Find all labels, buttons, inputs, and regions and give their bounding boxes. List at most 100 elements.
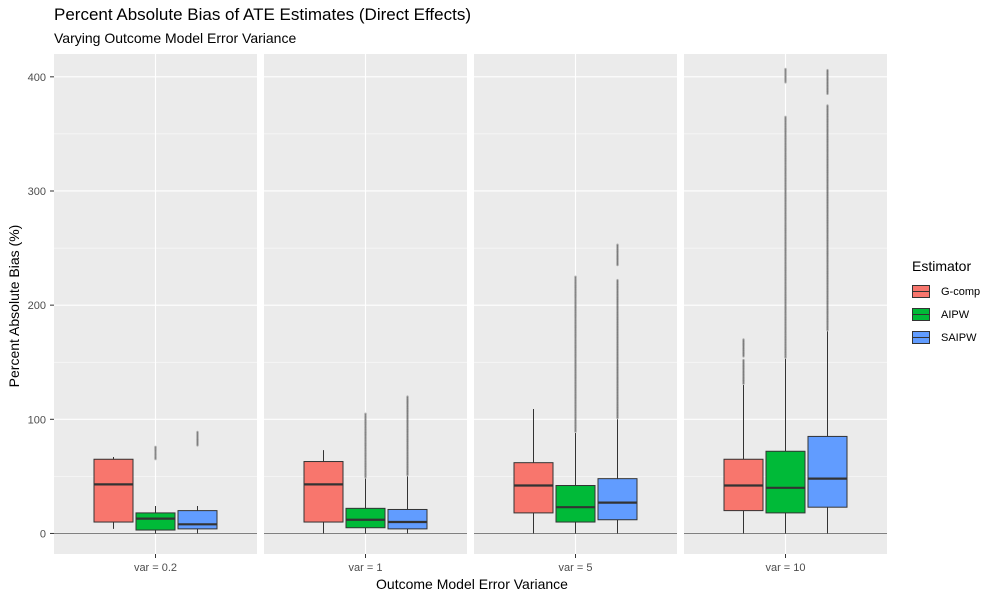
outlier-point-saipw — [616, 282, 619, 285]
outlier-point-aipw — [784, 176, 787, 179]
outlier-point-aipw — [574, 278, 577, 281]
outlier-point-saipw — [826, 178, 829, 181]
outlier-point-aipw — [784, 200, 787, 203]
outlier-point-saipw — [616, 336, 619, 339]
outlier-point-aipw — [784, 187, 787, 190]
outlier-point-saipw — [826, 271, 829, 274]
outlier-point-aipw — [784, 228, 787, 231]
outlier-point-saipw — [826, 232, 829, 236]
outlier-point-aipw — [364, 446, 367, 450]
outlier-point-saipw — [616, 379, 619, 383]
outlier-point-aipw — [574, 348, 577, 352]
outlier-point-aipw — [364, 431, 367, 434]
outlier-point-aipw — [364, 417, 367, 420]
outlier-point-saipw — [826, 290, 829, 293]
outlier-point-saipw — [616, 357, 619, 360]
outlier-point-aipw — [364, 453, 367, 456]
outlier-point-aipw — [784, 239, 787, 242]
outlier-point-saipw — [406, 414, 409, 417]
outlier-point-g-comp — [742, 369, 745, 372]
outlier-point-aipw — [574, 355, 577, 358]
outlier-point-aipw — [154, 454, 157, 457]
outlier-point-aipw — [784, 133, 787, 136]
outlier-point-aipw — [364, 443, 367, 447]
outlier-point-saipw — [826, 244, 829, 247]
outlier-point-saipw — [616, 338, 619, 342]
outlier-point-saipw — [616, 359, 619, 363]
outlier-point-saipw — [826, 187, 829, 190]
outlier-point-saipw — [826, 213, 829, 217]
outlier-point-saipw — [826, 296, 829, 299]
outlier-point-aipw — [364, 430, 367, 433]
outlier-point-saipw — [826, 289, 829, 292]
facet-label: var = 0.2 — [134, 562, 177, 574]
outlier-point-saipw — [826, 247, 829, 250]
outlier-point-saipw — [616, 250, 619, 253]
outlier-point-saipw — [826, 282, 829, 285]
outlier-point-saipw — [616, 374, 619, 377]
outlier-point-saipw — [616, 298, 619, 302]
outlier-point-saipw — [616, 333, 619, 336]
outlier-point-saipw — [406, 404, 409, 408]
outlier-point-aipw — [784, 116, 787, 119]
outlier-point-aipw — [574, 424, 577, 427]
outlier-point-aipw — [784, 162, 787, 165]
outlier-point-saipw — [196, 434, 199, 437]
outlier-point-aipw — [784, 287, 787, 290]
outlier-point-saipw — [826, 78, 829, 81]
outlier-point-aipw — [364, 420, 367, 423]
outlier-point-saipw — [616, 294, 619, 297]
outlier-point-aipw — [154, 457, 157, 460]
legend-item-saipw: SAIPW — [912, 326, 980, 349]
outlier-point-saipw — [616, 312, 619, 315]
outlier-point-saipw — [826, 237, 829, 240]
outlier-point-saipw — [406, 446, 409, 449]
outlier-point-aipw — [784, 67, 787, 70]
outlier-point-aipw — [574, 386, 577, 390]
outlier-point-g-comp — [742, 365, 745, 368]
outlier-point-saipw — [826, 304, 829, 307]
outlier-point-aipw — [574, 315, 577, 318]
outlier-point-aipw — [574, 276, 577, 279]
outlier-point-saipw — [406, 457, 409, 461]
outlier-point-saipw — [826, 262, 829, 265]
outlier-point-aipw — [784, 343, 787, 346]
outlier-point-saipw — [616, 377, 619, 380]
outlier-point-aipw — [784, 215, 787, 218]
outlier-point-saipw — [826, 107, 829, 110]
outlier-point-saipw — [196, 436, 199, 439]
outlier-point-aipw — [784, 312, 787, 315]
outlier-point-g-comp — [742, 363, 745, 366]
outlier-point-aipw — [784, 194, 787, 197]
outlier-point-aipw — [784, 263, 787, 266]
outlier-point-g-comp — [742, 359, 745, 362]
outlier-point-aipw — [574, 416, 577, 419]
outlier-point-aipw — [784, 78, 787, 81]
outlier-point-aipw — [784, 165, 787, 168]
outlier-point-aipw — [784, 210, 787, 214]
outlier-point-aipw — [784, 300, 787, 303]
outlier-point-aipw — [574, 429, 577, 433]
outlier-point-saipw — [826, 118, 829, 121]
outlier-point-saipw — [826, 259, 829, 262]
outlier-point-aipw — [784, 313, 787, 316]
outlier-point-saipw — [406, 444, 409, 447]
outlier-point-g-comp — [742, 344, 745, 348]
outlier-point-saipw — [406, 458, 409, 462]
outlier-point-saipw — [826, 277, 829, 280]
outlier-point-aipw — [784, 178, 787, 181]
outlier-point-saipw — [826, 216, 829, 219]
outlier-point-saipw — [826, 121, 829, 124]
outlier-point-aipw — [784, 311, 787, 315]
outlier-point-aipw — [784, 171, 787, 175]
outlier-point-aipw — [574, 335, 577, 338]
outlier-point-saipw — [616, 323, 619, 326]
outlier-point-aipw — [784, 283, 787, 286]
outlier-point-aipw — [784, 149, 787, 152]
outlier-point-saipw — [826, 152, 829, 156]
outlier-point-saipw — [406, 442, 409, 446]
outlier-point-aipw — [574, 418, 577, 421]
outlier-point-aipw — [784, 180, 787, 183]
facet-label: var = 5 — [559, 562, 593, 574]
outlier-point-saipw — [616, 329, 619, 332]
